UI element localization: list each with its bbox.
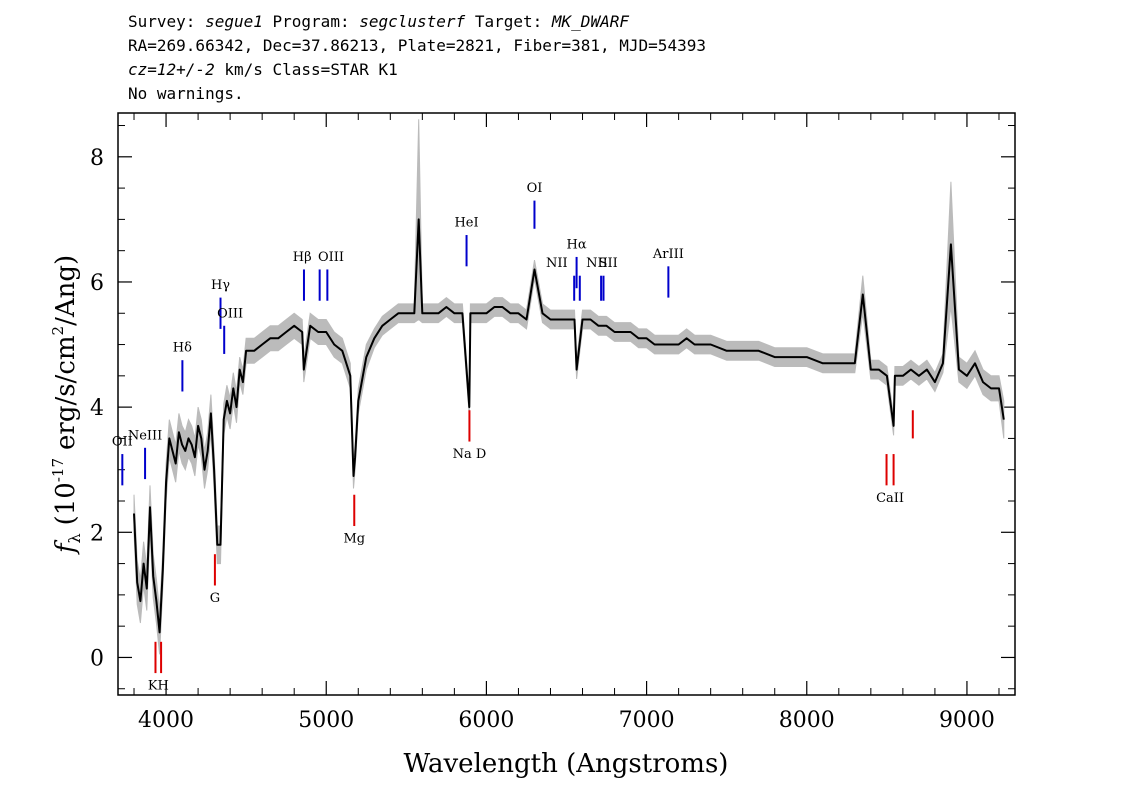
y-axis-units-mid: erg/s/cm	[51, 335, 81, 450]
header-line-2: RA=269.66342, Dec=37.86213, Plate=2821, …	[128, 36, 706, 55]
absorption-line-label: Na D	[453, 447, 487, 462]
emission-line-label: Hα	[567, 237, 587, 252]
header-line-1: Survey: segue1 Program: segclusterf Targ…	[128, 12, 629, 32]
x-tick-label: 8000	[779, 708, 835, 733]
target-label: Target:	[474, 12, 543, 31]
y-axis-units-post: /Ang)	[51, 255, 81, 326]
emission-line-label: OIII	[217, 306, 243, 321]
y-axis-subscript: λ	[65, 533, 84, 543]
absorption-line-label: KH	[148, 679, 169, 694]
x-tick-label: 7000	[619, 708, 675, 733]
error-band	[133, 119, 1005, 655]
svg-text:fλ(10-17erg/s/cm2/Ang): fλ(10-17erg/s/cm2/Ang)	[49, 255, 84, 555]
emission-line-label: NII	[586, 256, 608, 271]
program-value: segclusterf	[359, 12, 466, 31]
emission-line-label: NII	[546, 256, 568, 271]
axis-ticks	[118, 113, 1015, 695]
emission-line-label: Hδ	[173, 341, 192, 356]
emission-line-label: SII	[599, 256, 618, 271]
plot-frame	[117, 112, 1016, 696]
x-tick-label: 6000	[458, 708, 514, 733]
emission-line-label: Hβ	[293, 250, 312, 265]
survey-value: segue1	[205, 12, 263, 31]
spectrum-series	[133, 218, 1005, 634]
absorption-line-label: CaII	[876, 491, 904, 506]
target-value: MK_DWARF	[551, 12, 629, 31]
y-tick-label: 8	[90, 146, 104, 171]
y-tick-label: 6	[90, 271, 104, 296]
y-tick-label: 4	[90, 396, 104, 421]
y-axis-exponent-1: -17	[49, 458, 67, 482]
y-tick-label: 2	[90, 521, 104, 546]
x-tick-label: 5000	[298, 708, 354, 733]
y-tick-label: 0	[90, 646, 104, 671]
emission-line-label: NeIII	[128, 428, 162, 443]
header-line-4: No warnings.	[128, 84, 244, 103]
x-tick-label: 4000	[138, 708, 194, 733]
emission-line-label: HeI	[454, 216, 478, 231]
y-axis-exponent-2: 2	[49, 326, 67, 336]
emission-line-label: Hγ	[211, 278, 230, 293]
survey-label: Survey:	[128, 12, 196, 31]
emission-line-label: OII	[112, 435, 133, 450]
spectrum-line	[133, 218, 1005, 634]
emission-line-label: OIII	[318, 250, 344, 265]
x-axis-label: Wavelength (Angstroms)	[404, 749, 729, 779]
y-axis-units-pre: (10	[51, 482, 81, 525]
error-band-area	[133, 119, 1005, 655]
absorption-line-label: G	[210, 591, 220, 606]
redshift-value: cz=12+/-2	[128, 60, 215, 79]
tick-labels: 4000 5000 6000 7000 8000 9000 0 2 4 6 8	[90, 146, 995, 733]
redshift-units: km/s	[224, 60, 263, 79]
emission-line-label: OI	[527, 181, 543, 196]
header-line-3: cz=12+/-2 km/s Class=STAR K1	[128, 60, 398, 80]
spectral-line-markers	[121, 200, 914, 674]
emission-line-label: ArIII	[652, 247, 684, 262]
absorption-line-label: Mg	[343, 532, 365, 547]
x-tick-label: 9000	[939, 708, 995, 733]
y-axis-label: fλ(10-17erg/s/cm2/Ang)	[49, 255, 84, 555]
class-value: Class=STAR K1	[272, 60, 398, 79]
program-label: Program:	[272, 12, 350, 31]
